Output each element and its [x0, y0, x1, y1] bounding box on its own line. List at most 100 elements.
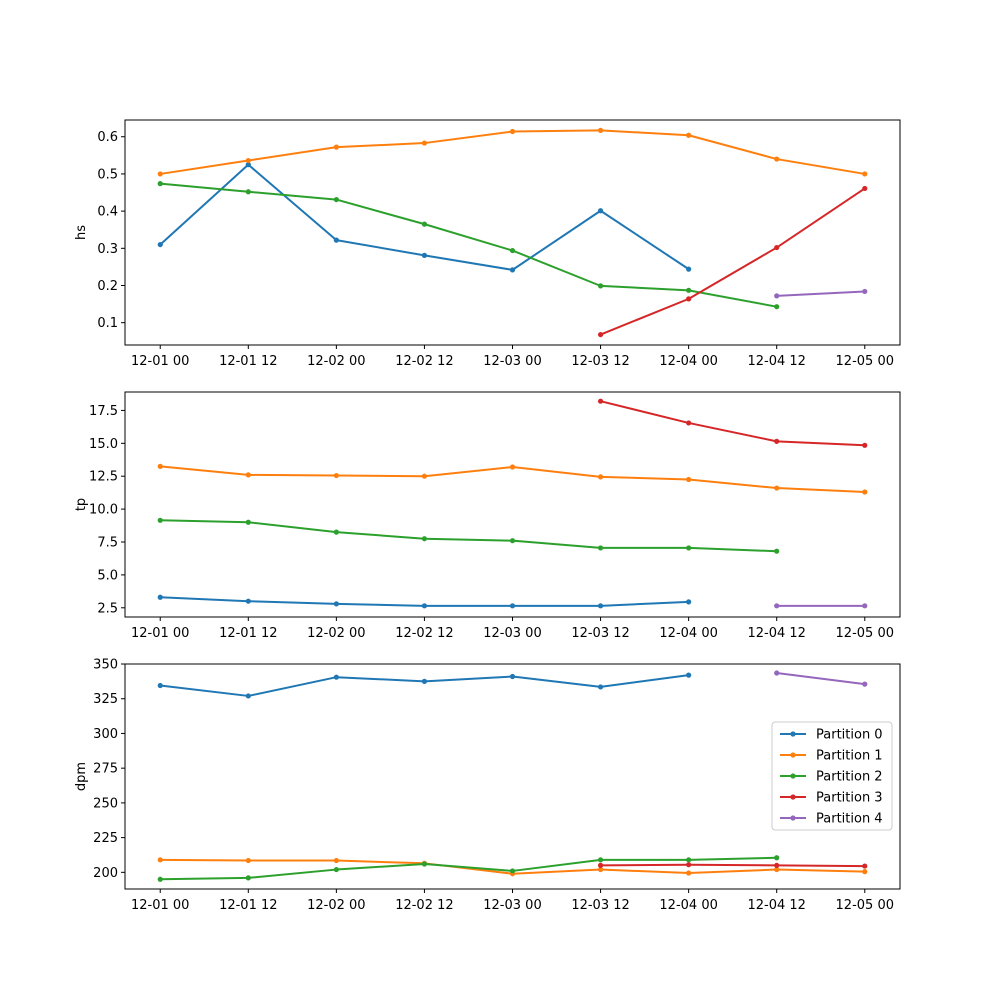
data-point: [686, 862, 692, 868]
data-point: [157, 594, 163, 600]
data-point: [421, 473, 428, 479]
data-point: [597, 398, 604, 404]
data-point: [509, 538, 516, 544]
data-point: [686, 296, 692, 302]
data-point: [333, 196, 339, 203]
y-tick-label: 0.3: [97, 242, 118, 257]
x-tick-label: 12-02 12: [395, 354, 453, 369]
series-partition-2: [157, 181, 780, 310]
y-tick-label: 275: [93, 762, 118, 777]
x-tick-label: 12-01 12: [219, 898, 277, 913]
legend-label: Partition 3: [816, 791, 883, 806]
data-point: [157, 682, 163, 689]
data-point: [686, 420, 692, 426]
data-point: [862, 489, 868, 495]
data-point: [245, 472, 251, 478]
series-line: [600, 400, 865, 447]
y-tick-label: 0.2: [97, 279, 118, 294]
y-tick-label: 5.0: [97, 568, 118, 583]
series-partition-0: [157, 594, 692, 609]
data-point: [157, 241, 163, 248]
x-tick-label: 12-02 00: [307, 354, 365, 369]
series-line: [160, 856, 777, 881]
x-tick-label: 12-04 00: [659, 626, 717, 641]
y-tick-label: 250: [93, 796, 118, 811]
data-point: [862, 863, 868, 869]
series-partition-0: [157, 162, 692, 273]
y-axis-label: tp: [74, 498, 89, 511]
legend-swatch-marker: [790, 752, 796, 758]
series-partition-1: [157, 127, 868, 177]
x-tick-label: 12-01 00: [131, 898, 189, 913]
x-tick-label: 12-03 00: [483, 354, 541, 369]
data-point: [774, 603, 780, 609]
data-point: [421, 140, 428, 146]
data-point: [333, 866, 339, 873]
data-point: [245, 875, 251, 881]
plot-frame: [124, 119, 901, 346]
y-axis-label: dpm: [74, 762, 89, 791]
data-point: [509, 128, 516, 135]
x-tick-label: 12-03 12: [571, 354, 629, 369]
data-point: [157, 857, 163, 863]
data-point: [686, 870, 692, 876]
y-tick-label: 200: [93, 866, 118, 881]
data-point: [686, 672, 692, 678]
data-point: [686, 266, 692, 272]
data-point: [686, 476, 692, 483]
series-line: [160, 674, 689, 697]
series-partition-2: [157, 855, 780, 882]
series-line: [600, 187, 866, 336]
y-tick-label: 10.0: [89, 503, 118, 518]
x-tick-label: 12-03 12: [571, 898, 629, 913]
data-point: [686, 545, 692, 551]
data-point: [597, 474, 604, 480]
y-tick-label: 325: [93, 692, 118, 707]
data-point: [862, 171, 868, 177]
data-point: [333, 144, 339, 150]
data-point: [774, 485, 780, 491]
data-point: [421, 221, 428, 227]
data-point: [774, 862, 780, 868]
data-point: [421, 252, 428, 258]
data-point: [597, 331, 604, 338]
data-point: [597, 866, 604, 873]
data-point: [862, 869, 868, 875]
series-partition-1: [157, 463, 868, 495]
x-tick-label: 12-02 12: [395, 898, 453, 913]
x-tick-label: 12-04 00: [659, 898, 717, 913]
data-point: [597, 545, 604, 551]
x-tick-label: 12-01 00: [131, 626, 189, 641]
data-point: [245, 519, 251, 525]
data-point: [774, 855, 780, 861]
data-point: [862, 185, 868, 192]
data-point: [509, 247, 516, 254]
x-tick-label: 12-04 12: [747, 898, 805, 913]
series-line: [160, 519, 777, 553]
legend-swatch-marker: [790, 794, 796, 800]
data-point: [333, 601, 339, 607]
data-point: [862, 288, 868, 295]
series-partition-3: [597, 398, 868, 448]
legend-swatch-marker: [790, 773, 796, 779]
y-tick-label: 0.1: [97, 316, 118, 331]
x-tick-label: 12-01 00: [131, 354, 189, 369]
data-point: [597, 127, 604, 134]
data-point: [686, 132, 692, 138]
data-point: [774, 156, 780, 162]
data-point: [245, 189, 251, 195]
series-partition-3: [597, 185, 868, 338]
series-line: [160, 465, 865, 493]
y-tick-label: 0.6: [97, 130, 118, 145]
x-tick-label: 12-01 12: [219, 354, 277, 369]
x-tick-label: 12-04 12: [747, 626, 805, 641]
y-tick-label: 0.5: [97, 167, 118, 182]
series-partition-1: [157, 857, 868, 877]
data-point: [774, 304, 780, 310]
x-tick-label: 12-05 00: [836, 898, 894, 913]
data-point: [421, 603, 428, 609]
data-point: [421, 536, 428, 542]
series-line: [160, 182, 777, 308]
y-tick-label: 225: [93, 831, 118, 846]
